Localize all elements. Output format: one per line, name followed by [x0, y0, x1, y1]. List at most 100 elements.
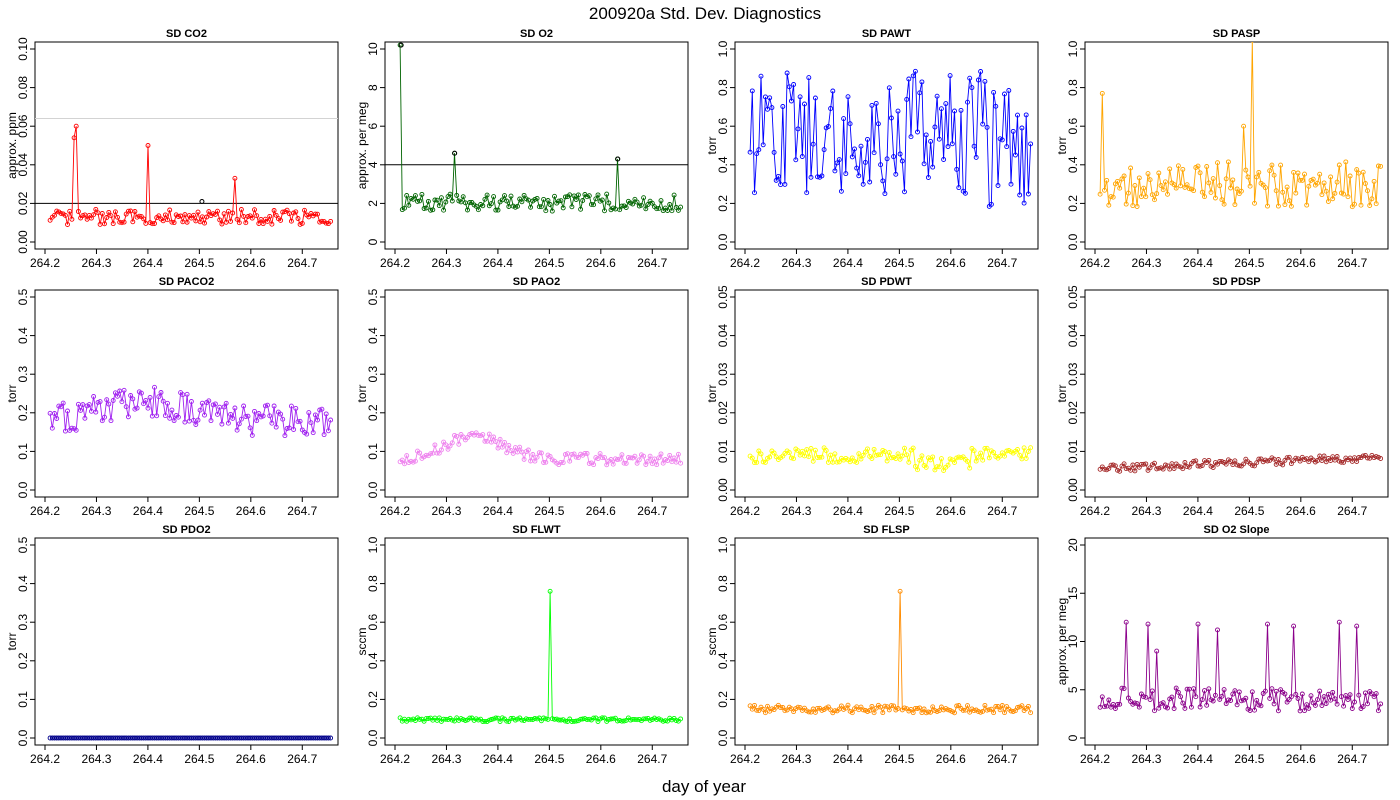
data-point	[423, 716, 429, 722]
data-point	[1215, 627, 1220, 633]
data-point	[1012, 152, 1018, 158]
data-point	[678, 460, 684, 466]
data-point	[1319, 192, 1325, 198]
data-point	[852, 146, 857, 152]
data-point	[91, 394, 97, 399]
data-point	[425, 716, 431, 721]
data-point	[1223, 701, 1229, 707]
y-tick-label: 0.3	[16, 614, 30, 631]
data-point	[225, 420, 231, 426]
data-point	[1154, 648, 1160, 654]
data-point	[1334, 454, 1340, 459]
data-point	[1125, 695, 1131, 701]
data-point	[417, 716, 423, 722]
data-point	[1254, 174, 1260, 180]
data-point	[1328, 697, 1334, 703]
data-point	[1097, 704, 1103, 710]
data-point	[1291, 623, 1297, 629]
data-point	[1182, 460, 1188, 465]
data-point	[838, 703, 844, 709]
data-point	[541, 715, 547, 721]
data-point	[752, 190, 757, 196]
data-point	[1202, 194, 1207, 200]
x-tick-label: 264.2	[30, 504, 60, 518]
data-point	[1360, 704, 1366, 710]
data-point	[915, 129, 920, 135]
panel-title: SD PAWT	[862, 28, 912, 40]
data-point	[1293, 455, 1299, 461]
data-point	[767, 95, 773, 101]
x-tick-label: 264.3	[81, 256, 111, 270]
y-tick-label: 0.2	[16, 652, 30, 669]
data-point	[925, 175, 931, 180]
data-point	[912, 68, 918, 74]
x-tick-label: 264.7	[637, 504, 667, 518]
data-point	[971, 708, 977, 714]
x-tick-label: 264.7	[287, 504, 317, 518]
y-tick-label: 0	[1066, 734, 1080, 741]
y-tick-label: 0.04	[716, 324, 730, 348]
data-point	[454, 433, 460, 439]
data-point	[593, 196, 599, 202]
data-point	[673, 459, 679, 465]
data-point	[199, 400, 205, 406]
data-point	[771, 450, 777, 456]
data-point	[1178, 694, 1184, 700]
data-point	[1267, 695, 1273, 701]
data-point	[467, 715, 473, 721]
data-point	[110, 221, 116, 227]
data-point	[797, 452, 803, 458]
data-point	[558, 198, 564, 204]
data-point	[280, 416, 286, 422]
data-point	[528, 716, 534, 722]
data-point	[982, 78, 988, 84]
data-point	[436, 203, 442, 209]
data-point	[517, 444, 523, 450]
data-point	[506, 442, 512, 448]
data-point	[141, 401, 147, 407]
data-point	[621, 460, 627, 466]
data-point	[832, 708, 838, 714]
data-point	[47, 217, 53, 223]
data-point	[1252, 200, 1257, 206]
data-point	[128, 393, 134, 398]
data-point	[69, 216, 75, 222]
data-point	[584, 451, 590, 456]
x-tick-label: 264.2	[1080, 752, 1110, 766]
data-point	[606, 717, 612, 722]
data-point	[643, 716, 649, 722]
y-tick-label: 0.06	[16, 114, 30, 138]
data-point	[634, 460, 640, 466]
data-point	[882, 191, 888, 197]
data-point	[878, 162, 884, 168]
data-point	[1180, 700, 1186, 706]
data-point	[604, 462, 610, 468]
data-point	[891, 154, 897, 160]
panel-title: SD PASP	[1213, 28, 1260, 40]
data-point	[97, 221, 103, 227]
data-point	[60, 400, 66, 406]
data-point	[897, 151, 903, 157]
series-line	[399, 432, 682, 466]
data-point	[862, 159, 868, 165]
data-point	[221, 211, 227, 217]
data-point	[1025, 191, 1031, 197]
data-point	[919, 453, 925, 459]
data-point	[404, 193, 410, 198]
data-point	[756, 147, 762, 153]
data-point	[49, 425, 55, 431]
data-point	[910, 710, 916, 716]
data-point	[1306, 459, 1312, 465]
data-point	[1206, 686, 1212, 692]
data-point	[930, 164, 936, 170]
data-point	[847, 121, 853, 127]
data-point	[197, 407, 203, 413]
data-point	[195, 417, 201, 423]
data-point	[449, 717, 455, 723]
data-point	[943, 101, 949, 107]
data-point	[1221, 687, 1227, 693]
data-point	[493, 439, 499, 445]
data-point	[325, 428, 331, 434]
data-point	[497, 436, 503, 442]
data-point	[132, 209, 138, 214]
